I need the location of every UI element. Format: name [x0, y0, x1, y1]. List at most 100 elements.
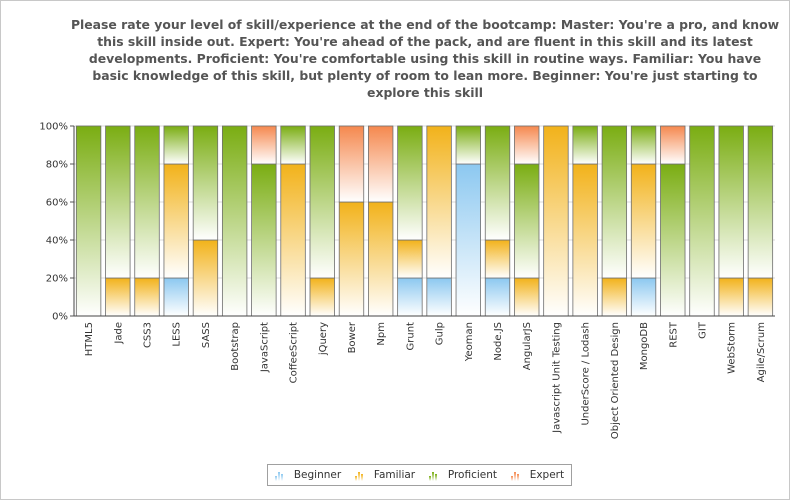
x-tick-label: MongoDB — [639, 322, 650, 370]
bar-segment-beginner — [455, 163, 481, 317]
bar-segment-expert — [368, 125, 394, 203]
bar-segment-expert — [660, 125, 686, 165]
x-tick-label: JavaScript — [259, 322, 270, 373]
bar-segment-proficient — [280, 125, 306, 165]
x-tick-label: Yeoman — [464, 322, 475, 362]
x-tick-label: Gulp — [435, 322, 446, 345]
bar-group — [75, 125, 774, 317]
legend-label-proficient: Proficient — [447, 469, 498, 481]
bar-segment-familiar — [309, 277, 335, 317]
bar-segment-proficient — [689, 125, 715, 317]
x-tick-label: Node.JS — [493, 322, 504, 361]
bar-segment-familiar — [601, 277, 628, 317]
bar-segment-familiar — [192, 239, 219, 317]
bar-segment-proficient — [192, 125, 219, 241]
bar-segment-familiar — [368, 201, 394, 317]
bar-segment-familiar — [718, 277, 744, 317]
bar-segment-proficient — [75, 125, 102, 317]
x-tick-label: Jade — [113, 322, 124, 345]
legend-icon-bar — [277, 471, 280, 481]
bar-segment-proficient — [747, 125, 774, 279]
bar-segment-beginner — [630, 277, 657, 317]
bar-segment-expert — [514, 125, 540, 165]
x-tick-label: Npm — [376, 322, 387, 346]
bar-chart-icon — [510, 470, 520, 481]
bar-segment-proficient — [221, 125, 248, 317]
x-tick-label: GIT — [697, 321, 708, 339]
x-tick-label: LESS — [172, 322, 183, 347]
bar-segment-beginner — [397, 277, 423, 317]
legend-icon-bar — [274, 475, 277, 481]
legend-item-beginner: Beginner — [274, 469, 342, 481]
bar-segment-familiar — [134, 277, 160, 317]
bar-chart-icon — [274, 470, 284, 481]
legend-icon-bar — [516, 473, 519, 481]
bar-chart-icon — [354, 470, 364, 481]
bar-segment-expert — [338, 125, 365, 203]
x-tick-label: CSS3 — [143, 322, 154, 348]
x-tick-label: Bootstrap — [230, 322, 241, 371]
bar-segment-familiar — [572, 163, 598, 317]
bar-segment-familiar — [163, 163, 189, 279]
legend-icon-bar — [510, 475, 513, 481]
bar-segment-expert — [251, 125, 277, 165]
bar-segment-proficient — [455, 125, 481, 165]
x-tick-label: REST — [668, 321, 679, 348]
bar-segment-familiar — [338, 201, 365, 317]
bar-segment-beginner — [484, 277, 511, 317]
chart-title: Please rate your level of skill/experien… — [70, 17, 780, 100]
legend-icon-bar — [360, 473, 363, 481]
legend-item-familiar: Familiar — [354, 469, 416, 481]
legend-icon-bar — [431, 471, 434, 481]
x-tick-label: Agile/Scrum — [756, 322, 767, 382]
bar-segment-familiar — [747, 277, 774, 317]
bar-segment-familiar — [543, 125, 569, 317]
x-tick-label: AngularJS — [522, 322, 533, 370]
x-tick-label: Javascript Unit Testing — [551, 322, 562, 434]
bar-segment-proficient — [601, 125, 628, 279]
bar-segment-familiar — [630, 163, 657, 279]
legend-icon-bar — [357, 471, 360, 481]
legend-icon-bar — [513, 471, 516, 481]
bar-segment-proficient — [134, 125, 160, 279]
bar-segment-proficient — [660, 163, 686, 317]
legend-icon-bar — [280, 473, 283, 481]
bar-segment-beginner — [163, 277, 189, 317]
bar-segment-proficient — [251, 163, 277, 317]
bar-segment-familiar — [514, 277, 540, 317]
bar-segment-proficient — [514, 163, 540, 279]
x-tick-label: HTML5 — [84, 322, 95, 356]
bar-segment-proficient — [163, 125, 189, 165]
x-tick-label: WebStorm — [727, 322, 738, 374]
bar-segment-proficient — [630, 125, 657, 165]
axes — [73, 126, 775, 317]
legend-label-expert: Expert — [529, 469, 565, 481]
legend-label-beginner: Beginner — [293, 469, 342, 481]
x-tick-label: Grunt — [405, 322, 416, 351]
x-tick-label: Object Oriented Design — [610, 322, 621, 439]
bar-segment-familiar — [105, 277, 131, 317]
legend-item-proficient: Proficient — [428, 469, 498, 481]
bar-segment-proficient — [718, 125, 744, 279]
legend-icon-bar — [354, 475, 357, 481]
bar-segment-familiar — [280, 163, 306, 317]
x-tick-label: SASS — [201, 322, 212, 348]
bar-segment-proficient — [484, 125, 511, 241]
legend-icon-bar — [428, 475, 431, 481]
y-tick-label: 100% — [39, 122, 68, 133]
y-tick-label: 20% — [46, 274, 68, 285]
bar-segment-beginner — [426, 277, 452, 317]
y-tick-label: 80% — [46, 160, 68, 171]
legend-label-familiar: Familiar — [373, 469, 416, 481]
axis-labels: 0% 20% 40% 60% 80% 100% HTML5 Jade CSS3 LESS SASS B… — [39, 122, 766, 440]
bar-segment-proficient — [397, 125, 423, 241]
bar-segment-familiar — [426, 125, 452, 279]
bar-segment-familiar — [397, 239, 423, 279]
y-tick-label: 40% — [46, 236, 68, 247]
y-tick-label: 60% — [46, 198, 68, 209]
legend-icon-bar — [434, 473, 437, 481]
legend-item-expert: Expert — [510, 469, 565, 481]
x-tick-label: jQuery — [318, 322, 329, 356]
